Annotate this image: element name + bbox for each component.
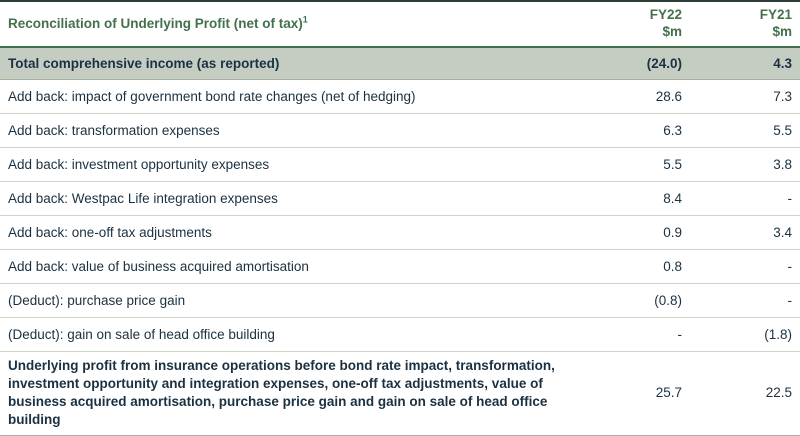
header-row: Reconciliation of Underlying Profit (net… xyxy=(0,1,800,48)
table-row: Add back: one-off tax adjustments 0.9 3.… xyxy=(0,215,800,250)
fy22-value-cell: 25.7 xyxy=(592,351,682,436)
fy21-value-cell: (1.8) xyxy=(682,317,800,352)
table-row: (Deduct): purchase price gain (0.8) - xyxy=(0,283,800,318)
table-header: Reconciliation of Underlying Profit (net… xyxy=(0,1,800,48)
fy22-value-cell: - xyxy=(592,317,682,352)
row-label-cell: Total comprehensive income (as reported) xyxy=(0,46,592,80)
column-header-fy22-label: FY22 xyxy=(649,7,682,22)
fy21-value-cell: 4.3 xyxy=(682,46,800,80)
fy22-value-cell: (24.0) xyxy=(592,46,682,80)
fy21-value-cell: 3.8 xyxy=(682,147,800,182)
column-header-fy22: FY22 $m xyxy=(592,1,682,48)
fy22-value-cell: 8.4 xyxy=(592,181,682,216)
column-header-fy21-label: FY21 xyxy=(759,7,792,22)
table-row: Add back: Westpac Life integration expen… xyxy=(0,181,800,216)
table-row: Total comprehensive income (as reported)… xyxy=(0,46,800,80)
table-row: Add back: investment opportunity expense… xyxy=(0,147,800,182)
fy21-value-cell: - xyxy=(682,249,800,284)
row-label-cell: Add back: one-off tax adjustments xyxy=(0,215,592,250)
fy21-value-cell: - xyxy=(682,181,800,216)
table-row: (Deduct): gain on sale of head office bu… xyxy=(0,317,800,352)
fy21-value-cell: 5.5 xyxy=(682,113,800,148)
row-label-cell: Add back: transformation expenses xyxy=(0,113,592,148)
table-row: Add back: impact of government bond rate… xyxy=(0,79,800,114)
row-label-cell: Add back: Westpac Life integration expen… xyxy=(0,181,592,216)
row-label-cell: Add back: value of business acquired amo… xyxy=(0,249,592,284)
fy22-value-cell: 28.6 xyxy=(592,79,682,114)
fy22-value-cell: (0.8) xyxy=(592,283,682,318)
column-header-fy22-unit: $m xyxy=(662,23,682,39)
fy21-value-cell: 3.4 xyxy=(682,215,800,250)
fy22-value-cell: 6.3 xyxy=(592,113,682,148)
footnote-marker: 1 xyxy=(302,14,308,25)
row-label-cell: Underlying profit from insurance operati… xyxy=(0,351,592,436)
fy22-value-cell: 5.5 xyxy=(592,147,682,182)
row-label-cell: Add back: impact of government bond rate… xyxy=(0,79,592,114)
row-label-cell: (Deduct): gain on sale of head office bu… xyxy=(0,317,592,352)
fy22-value-cell: 0.8 xyxy=(592,249,682,284)
fy21-value-cell: 22.5 xyxy=(682,351,800,436)
fy21-value-cell: - xyxy=(682,283,800,318)
table-row: Add back: value of business acquired amo… xyxy=(0,249,800,284)
column-header-fy21-unit: $m xyxy=(772,23,792,39)
table-row: Underlying profit from insurance operati… xyxy=(0,351,800,436)
row-label-cell: Add back: investment opportunity expense… xyxy=(0,147,592,182)
table-body: Total comprehensive income (as reported)… xyxy=(0,46,800,436)
fy21-value-cell: 7.3 xyxy=(682,79,800,114)
table-title-text: Reconciliation of Underlying Profit (net… xyxy=(8,16,303,32)
row-label-cell: (Deduct): purchase price gain xyxy=(0,283,592,318)
fy22-value-cell: 0.9 xyxy=(592,215,682,250)
column-header-fy21: FY21 $m xyxy=(682,1,800,48)
table-row: Add back: transformation expenses 6.3 5.… xyxy=(0,113,800,148)
table-title: Reconciliation of Underlying Profit (net… xyxy=(0,1,592,48)
